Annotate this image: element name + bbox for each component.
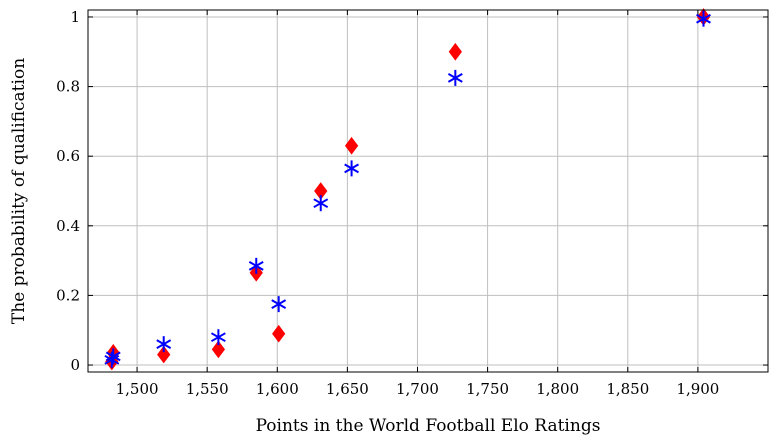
asterisk-stroke [156,339,172,350]
asterisk-point [696,10,711,27]
asterisk-stroke [105,351,121,362]
asterisk-point [156,336,172,353]
data-points [104,8,711,371]
x-tick-label: 1,900 [676,380,719,398]
y-tick-label: 0.2 [56,286,80,304]
diamond-point [157,345,171,364]
x-tick-label: 1,750 [466,380,509,398]
x-tick-label: 1,600 [256,380,299,398]
asterisk-point [271,296,287,313]
y-tick-label: 1 [70,8,80,26]
diamond-point [448,42,462,61]
asterisk-stroke [248,260,264,271]
asterisk-point [313,195,329,212]
y-tick-label: 0.6 [56,147,80,165]
x-tick-label: 1,650 [326,380,369,398]
asterisk-stroke [210,332,226,343]
y-tick-labels: 0 0.2 0.4 0.6 0.8 1 [56,8,80,374]
y-tick-label: 0.4 [56,217,80,235]
x-tick-label: 1,500 [116,380,159,398]
diamond-point [211,340,226,359]
diamond-point [344,136,359,155]
asterisk-stroke [104,354,120,365]
x-tick-labels: 1,500 1,550 1,600 1,650 1,700 1,750 1,800 1,850… [116,380,720,398]
asterisk-point [210,329,226,346]
asterisk-stroke [313,198,329,209]
x-tick-label: 1,700 [396,380,439,398]
y-tick-label: 0 [70,356,80,374]
x-tick-label: 1,850 [606,380,649,398]
plot-frame [87,9,769,373]
asterisk-point [344,160,360,177]
axis-ticks [88,10,768,372]
grid [88,10,768,372]
asterisk-point [447,69,463,86]
asterisk-point [248,257,264,274]
x-axis-label: Points in the World Football Elo Ratings [256,416,601,436]
asterisk-stroke [447,73,463,83]
y-tick-label: 0.8 [56,78,80,96]
x-tick-label: 1,800 [536,380,579,398]
asterisk-point [105,348,121,365]
asterisk-stroke [696,13,711,24]
y-axis-label: The probability of qualification [9,58,29,324]
x-tick-label: 1,550 [186,380,229,398]
asterisk-stroke [344,163,360,174]
asterisk-stroke [271,299,287,309]
diamond-point [272,324,286,343]
